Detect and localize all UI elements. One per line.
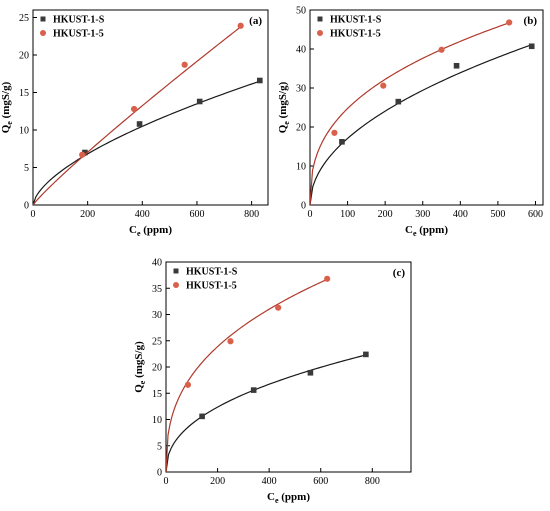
data-point-hkust-1-5 [275, 304, 282, 311]
x-tick-label: 0 [164, 476, 169, 487]
y-tick-label: 20 [152, 363, 162, 374]
data-point-hkust-1-5 [181, 61, 188, 68]
y-axis-title: Qe (mgS/g) [133, 341, 147, 393]
chart-panel-1: 0 200 400 600 800 0 5 10 15 20 25 Ce (ppm) Qe (mgS/g… [0, 9, 269, 238]
y-tick-label: 0 [301, 201, 306, 212]
x-tick-label: 400 [135, 209, 150, 220]
y-tick-label: 10 [296, 162, 306, 173]
y-tick-label: 5 [157, 441, 162, 452]
chart-panel-2: 0 100 200 300 400 500 600 0 10 20 30 40 50 Ce (ppm) Qe… [277, 6, 544, 238]
x-tick-label: 0 [308, 209, 313, 220]
y-tick-label: 5 [24, 163, 29, 174]
plot-frame [165, 261, 412, 473]
legend-marker-square [40, 16, 46, 22]
panel-label: (c) [393, 267, 406, 279]
y-tick-label: 30 [152, 310, 162, 321]
data-point-hkust-1-5 [184, 381, 192, 388]
y-tick-label: 20 [296, 123, 306, 134]
data-point-hkust-1-s [82, 149, 88, 156]
legend-label: HKUST-1-5 [186, 281, 237, 292]
x-tick-label: 100 [340, 209, 355, 220]
y-tick-label: 20 [19, 51, 29, 62]
chart-panel-3: 0 200 400 600 800 0 5 10 15 20 25 30 35 40 Ce (ppm) Qe … [133, 258, 412, 505]
legend-label: HKUST-1-5 [330, 29, 381, 40]
legend-marker-square [317, 16, 323, 22]
legend-marker-circle [173, 282, 179, 288]
x-tick-label: 400 [453, 209, 468, 220]
legend-label: HKUST-1-5 [53, 29, 104, 40]
data-point-hkust-1-s [307, 369, 314, 376]
data-point-hkust-1-s [528, 43, 535, 50]
data-point-hkust-1-5 [237, 22, 244, 29]
y-tick-label: 30 [296, 84, 306, 95]
y-tick-label: 0 [24, 201, 29, 212]
x-tick-label: 200 [80, 209, 95, 220]
plot-frame [32, 9, 269, 206]
legend-marker-square [173, 268, 179, 274]
x-tick-label: 300 [415, 209, 430, 220]
x-tick-label: 800 [365, 476, 380, 487]
data-point-hkust-1-5 [324, 275, 331, 282]
y-tick-label: 25 [152, 336, 162, 347]
data-point-hkust-1-5 [131, 105, 138, 113]
data-point-hkust-1-s [363, 351, 369, 358]
x-tick-label: 200 [378, 209, 393, 220]
x-tick-label: 500 [490, 209, 505, 220]
y-axis-title: Qe (mgS/g) [0, 81, 14, 133]
x-tick-label: 600 [313, 476, 328, 487]
data-point-hkust-1-s [453, 62, 460, 69]
fit-curve-hkust-1-s [33, 80, 260, 205]
fit-curve-hkust-1-5 [33, 26, 242, 205]
data-point-hkust-1-s [196, 98, 203, 105]
data-point-hkust-1-s [136, 121, 143, 127]
data-point-hkust-1-s [250, 387, 257, 393]
x-tick-label: 400 [262, 476, 277, 487]
y-tick-label: 10 [19, 126, 29, 137]
fit-curve-hkust-1-5 [310, 22, 510, 205]
y-tick-label: 40 [296, 45, 306, 56]
data-point-hkust-1-5 [227, 338, 234, 345]
data-point-hkust-1-5 [331, 129, 338, 136]
x-tick-label: 600 [528, 209, 543, 220]
x-tick-label: 0 [31, 209, 36, 220]
y-tick-label: 15 [152, 389, 162, 400]
data-point-hkust-1-s [257, 77, 263, 84]
y-tick-label: 35 [152, 284, 162, 295]
data-point-hkust-1-s [199, 413, 205, 420]
y-tick-label: 0 [157, 468, 162, 479]
x-tick-label: 600 [189, 209, 204, 220]
legend-label: HKUST-1-S [330, 15, 382, 26]
plot-frame [309, 9, 544, 206]
legend-label: HKUST-1-S [186, 267, 238, 278]
x-axis-title: Ce (ppm) [267, 491, 310, 505]
x-tick-label: 800 [244, 209, 259, 220]
panel-label: (a) [249, 15, 262, 27]
y-tick-label: 50 [296, 6, 306, 17]
x-axis-title: Ce (ppm) [405, 224, 448, 238]
fit-curve-hkust-1-5 [166, 278, 328, 472]
data-point-hkust-1-5 [380, 82, 387, 89]
legend-marker-circle [40, 30, 46, 36]
data-point-hkust-1-s [339, 139, 345, 145]
legend-marker-circle [317, 30, 323, 36]
fit-curve-hkust-1-s [166, 354, 367, 472]
x-tick-label: 200 [210, 476, 225, 487]
y-tick-label: 15 [19, 88, 29, 99]
y-tick-label: 40 [152, 258, 162, 269]
panel-label: (b) [524, 15, 538, 27]
fit-curve-hkust-1-s [310, 44, 532, 205]
data-point-hkust-1-5 [438, 46, 445, 53]
y-axis-title: Qe (mgS/g) [277, 81, 291, 133]
y-tick-label: 10 [152, 415, 162, 426]
data-point-hkust-1-s [395, 98, 402, 105]
data-point-hkust-1-5 [506, 19, 513, 26]
data-point-hkust-1-5 [79, 151, 86, 158]
x-axis-title: Ce (ppm) [129, 224, 172, 238]
legend-label: HKUST-1-S [53, 15, 105, 26]
y-tick-label: 25 [19, 13, 29, 24]
